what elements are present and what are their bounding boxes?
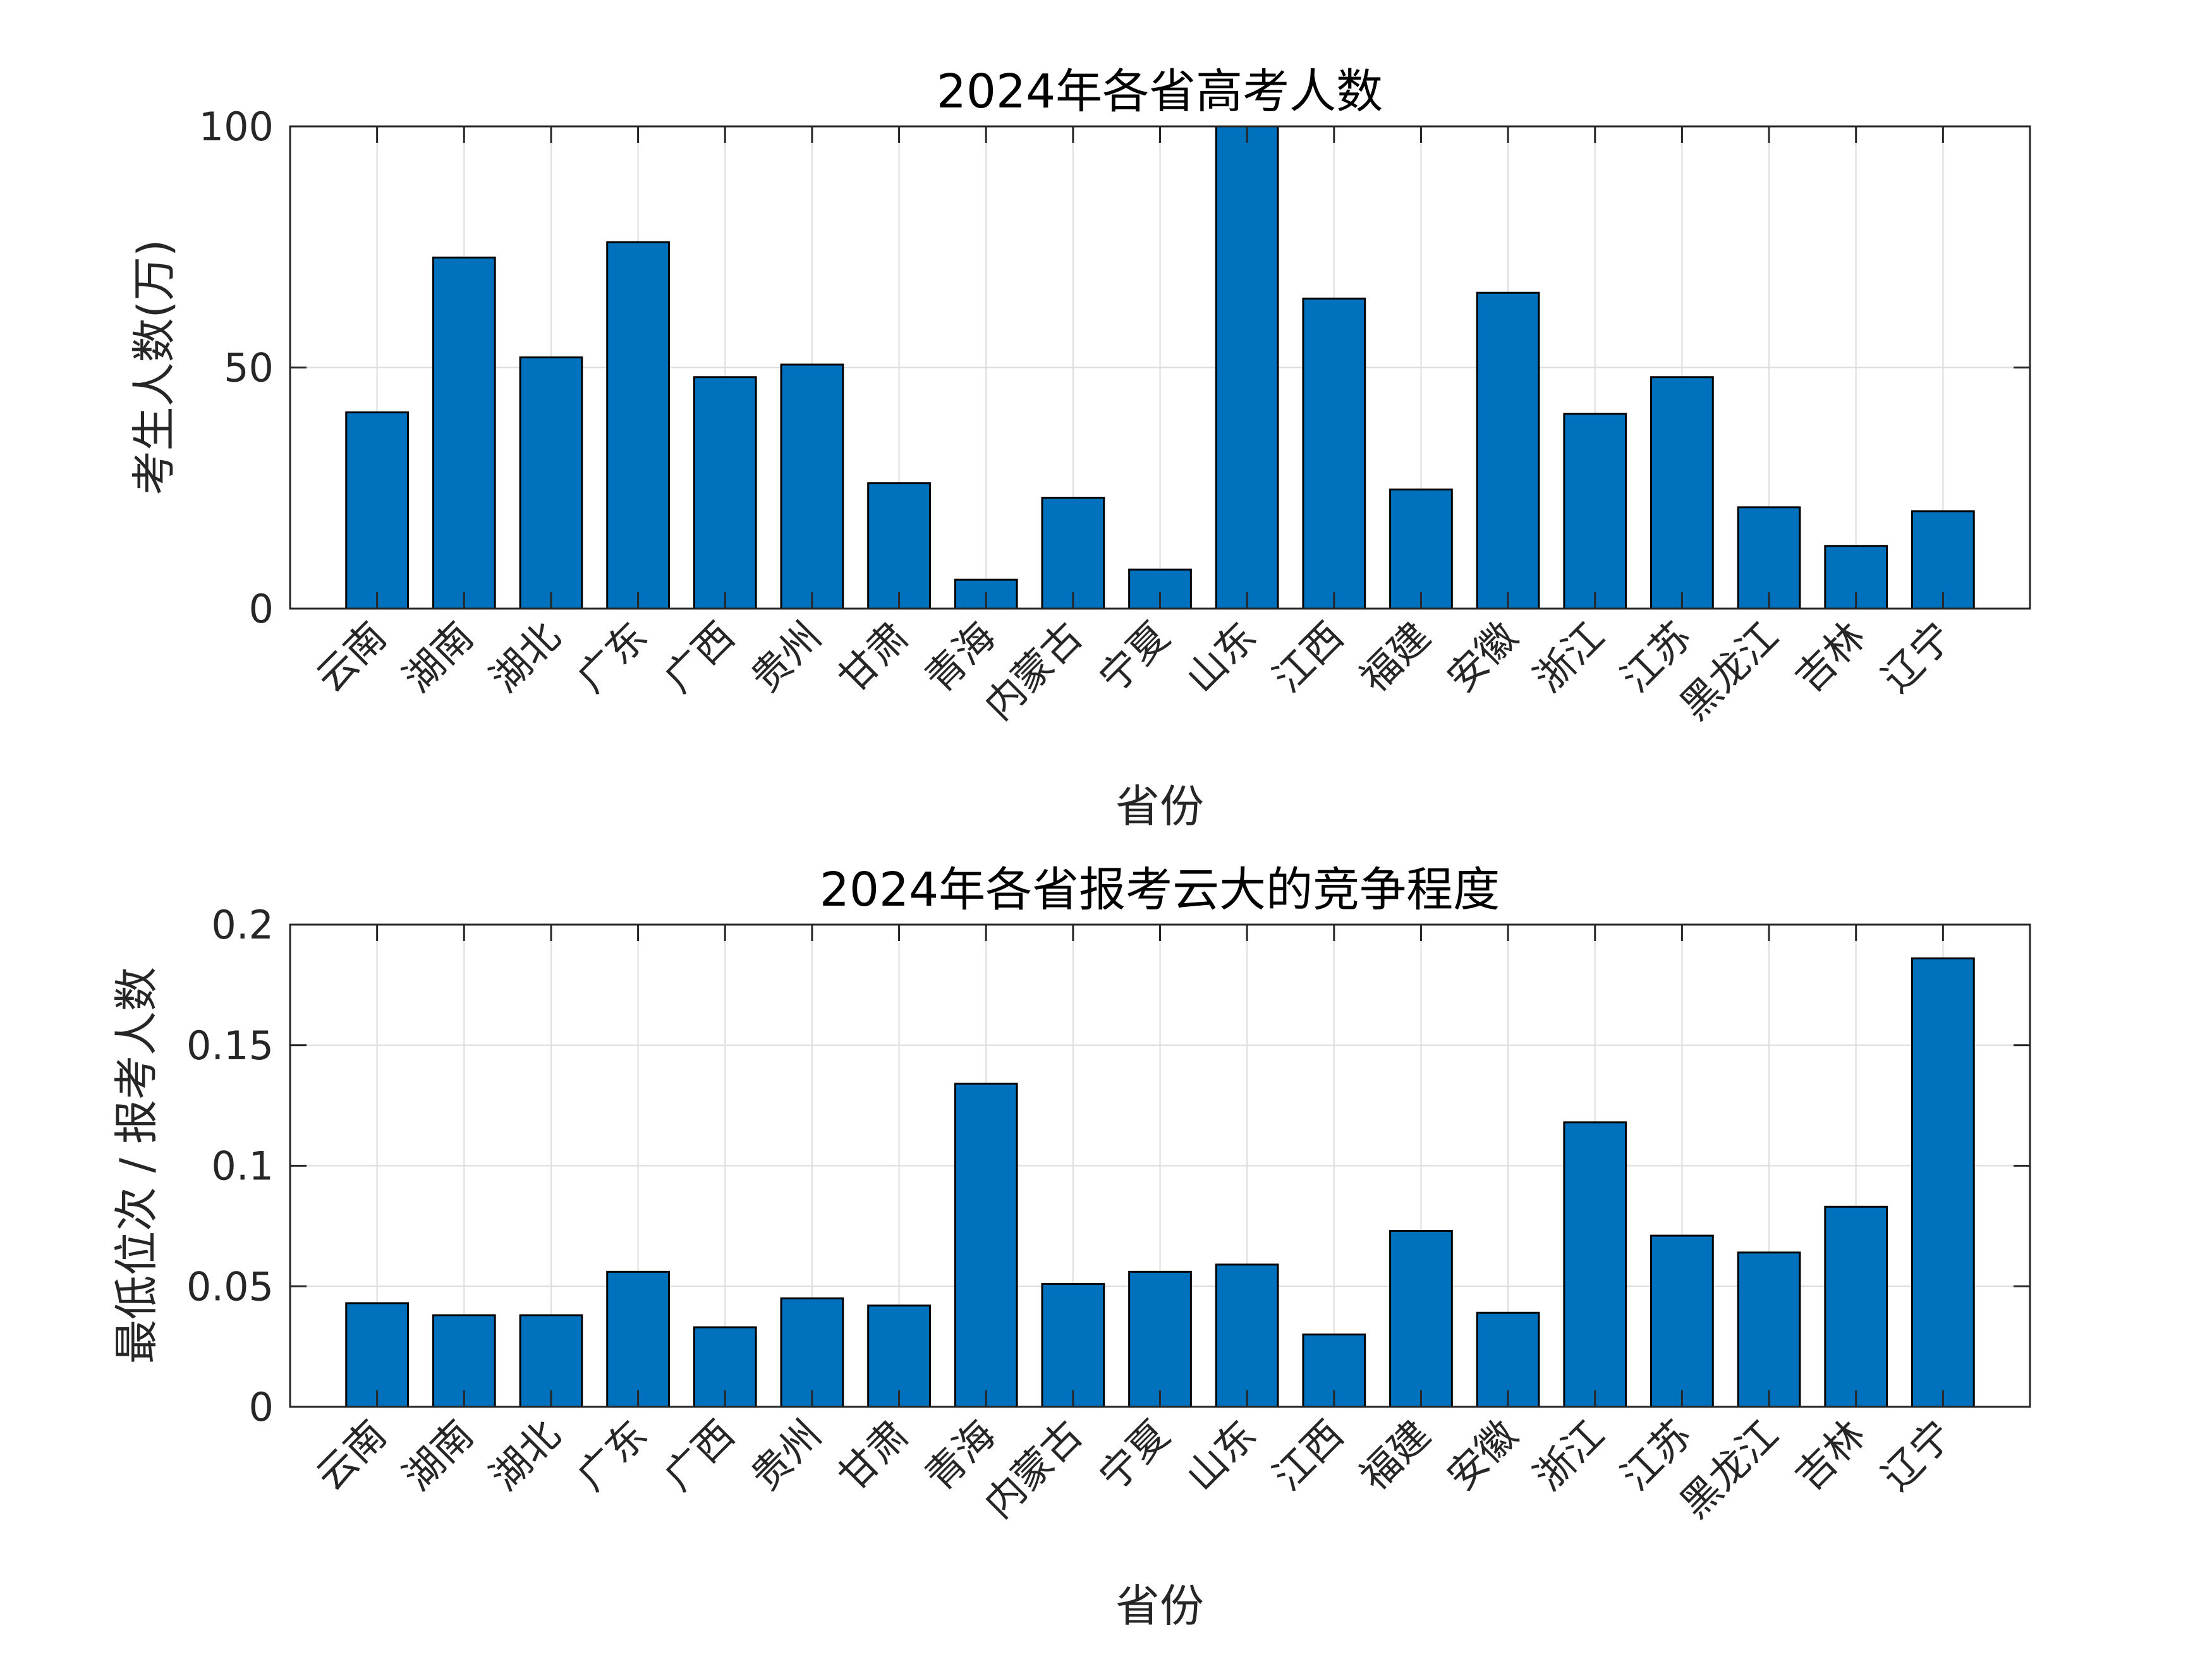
bar-16 [1650,1234,1714,1408]
bar-3 [519,356,583,610]
bar-15 [1563,1121,1627,1408]
y-axis-label: 考生人数(万) [128,240,180,495]
bar-1 [345,411,410,610]
chart-exam-takers: 050100云南湖南湖北广东广西贵州甘肃青海内蒙古宁夏山东江西福建安徽浙江江苏黑… [128,64,2031,832]
chart-title: 2024年各省报考云大的竞争程度 [820,863,1500,917]
bar-4 [606,241,670,610]
bar-9 [1041,497,1105,610]
y-tick-label: 0.15 [186,1023,274,1069]
bar-13 [1389,489,1453,610]
bars [345,957,1975,1408]
bar-17 [1737,506,1801,610]
bar-4 [606,1270,670,1408]
bar-10 [1128,1270,1192,1408]
bar-17 [1737,1251,1801,1408]
bar-8 [954,1083,1018,1408]
bar-6 [780,363,844,610]
bar-12 [1302,297,1366,610]
bar-6 [780,1297,844,1408]
chart-competition: 00.050.10.150.2云南湖南湖北广东广西贵州甘肃青海内蒙古宁夏山东江西… [111,863,2031,1632]
bar-7 [867,482,931,610]
bar-7 [867,1304,931,1408]
y-axis-label: 最低位次 / 报考人数 [111,967,162,1364]
bar-19 [1911,957,1975,1408]
bar-11 [1215,125,1279,610]
bar-18 [1824,1205,1888,1408]
y-tick-label: 0.05 [186,1263,274,1310]
bar-5 [693,376,757,610]
bar-2 [432,257,496,610]
bar-1 [345,1302,410,1408]
bar-9 [1041,1282,1105,1408]
chart-title: 2024年各省高考人数 [937,64,1383,119]
y-tick-label: 0 [249,586,274,632]
y-tick-label: 50 [224,345,274,391]
bar-14 [1476,291,1540,610]
bar-16 [1650,376,1714,610]
y-tick-label: 100 [199,104,274,150]
bar-15 [1563,413,1627,610]
y-tick-label: 0.2 [211,902,274,948]
bar-11 [1215,1263,1279,1408]
y-tick-label: 0 [249,1384,274,1430]
y-tick-label: 0.1 [211,1143,274,1189]
bar-13 [1389,1230,1453,1408]
x-axis-label: 省份 [1115,1580,1204,1632]
x-axis-label: 省份 [1115,781,1204,832]
